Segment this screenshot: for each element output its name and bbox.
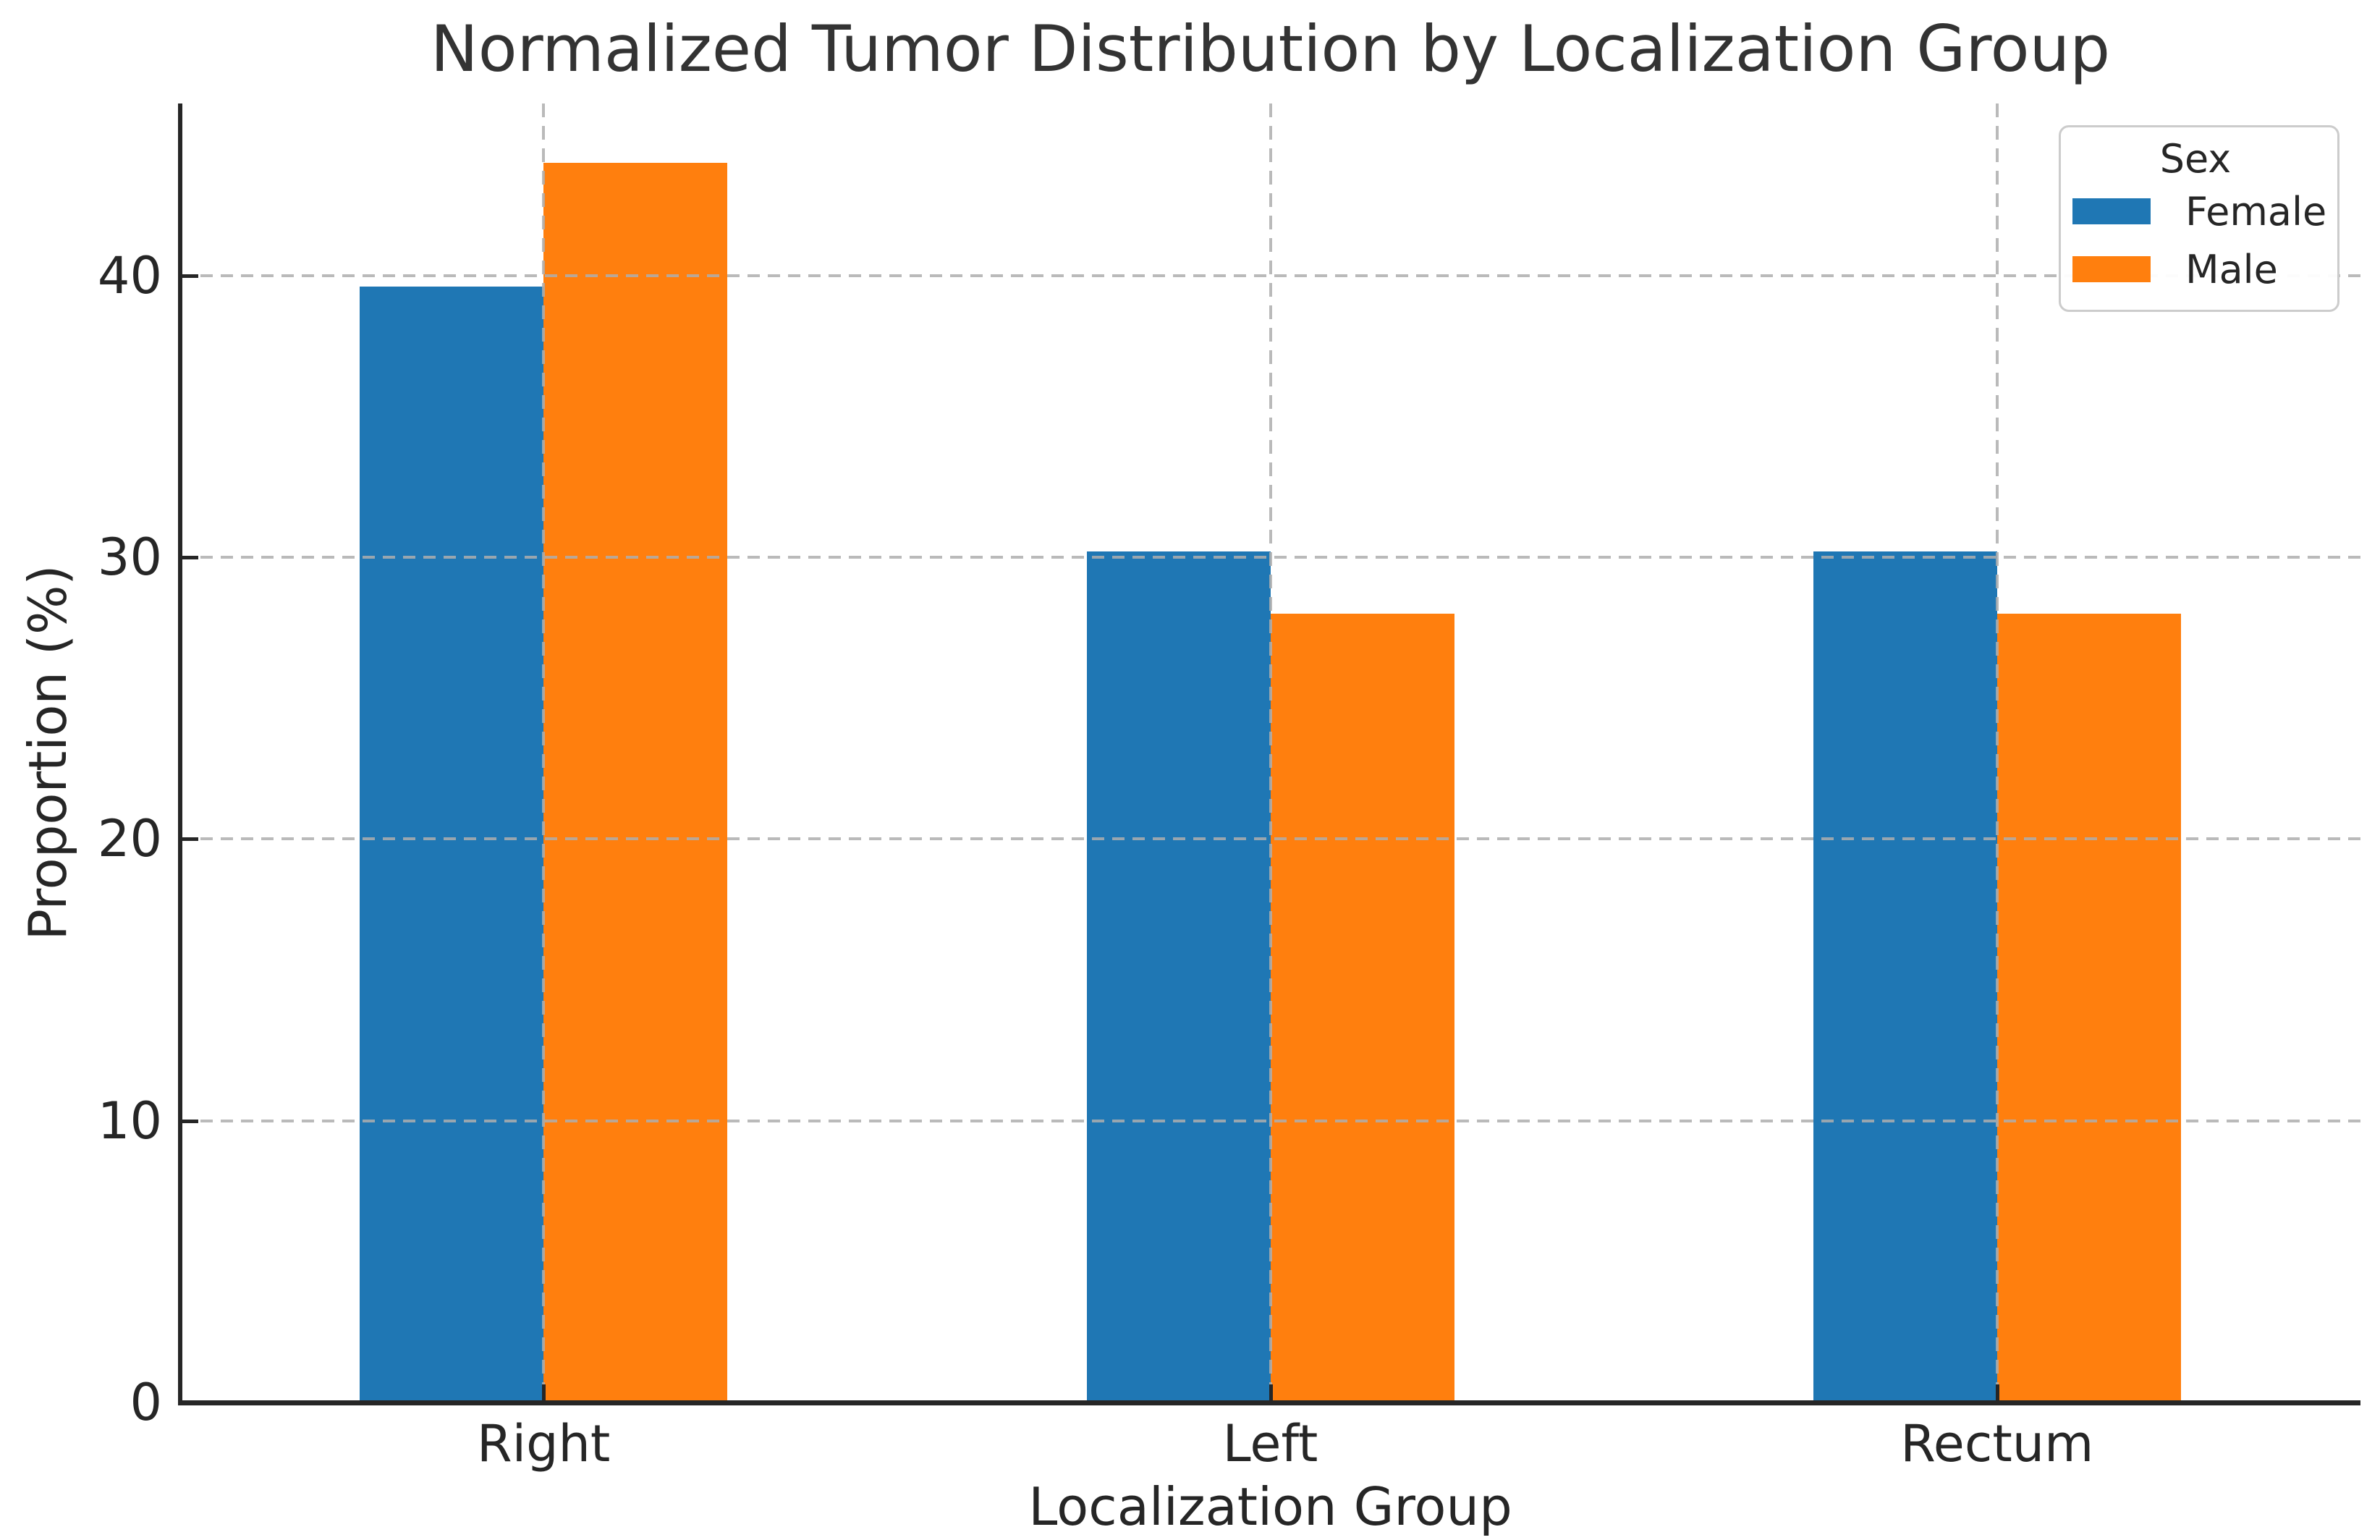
x-axis-spine (178, 1400, 2360, 1405)
y-tick-label-20: 20 (97, 809, 162, 869)
gridline-x-left (1269, 103, 1272, 1402)
y-tick-label-40: 40 (97, 245, 162, 305)
bar-right-male (543, 162, 728, 1402)
bar-right-female (360, 287, 544, 1402)
legend-label-male: Male (2185, 246, 2278, 292)
chart-title: Normalized Tumor Distribution by Localiz… (430, 12, 2111, 86)
plot-area (180, 103, 2360, 1402)
y-tick-mark-30 (182, 555, 198, 559)
y-tick-mark-40 (182, 274, 198, 278)
y-tick-label-0: 0 (130, 1373, 162, 1432)
bar-left-female (1086, 551, 1271, 1402)
x-tick-mark-right (542, 1384, 546, 1400)
y-tick-mark-20 (182, 837, 198, 842)
bar-rectum-female (1813, 551, 1997, 1402)
female-color-swatch (2072, 198, 2151, 224)
x-tick-label-right: Right (476, 1414, 611, 1473)
y-axis-spine (178, 103, 182, 1405)
male-color-swatch (2072, 256, 2151, 282)
y-tick-mark-10 (182, 1119, 198, 1123)
bar-left-male (1270, 613, 1454, 1402)
x-tick-label-rectum: Rectum (1900, 1414, 2094, 1473)
x-tick-mark-rectum (1995, 1384, 1999, 1400)
y-tick-label-30: 30 (97, 527, 162, 587)
bar-rectum-male (1996, 613, 2181, 1402)
legend: Sex Female Male (2059, 125, 2339, 312)
legend-row-male: Male (2072, 240, 2337, 298)
y-tick-label-10: 10 (97, 1091, 162, 1151)
legend-row-female: Female (2072, 182, 2337, 240)
legend-label-female: Female (2185, 188, 2327, 234)
gridline-x-right (542, 103, 546, 1402)
gridline-x-rectum (1995, 103, 1999, 1402)
x-axis-label: Localization Group (1028, 1476, 1512, 1537)
x-tick-label-left: Left (1222, 1414, 1318, 1473)
legend-title: Sex (2159, 136, 2232, 182)
x-tick-mark-left (1269, 1384, 1273, 1400)
